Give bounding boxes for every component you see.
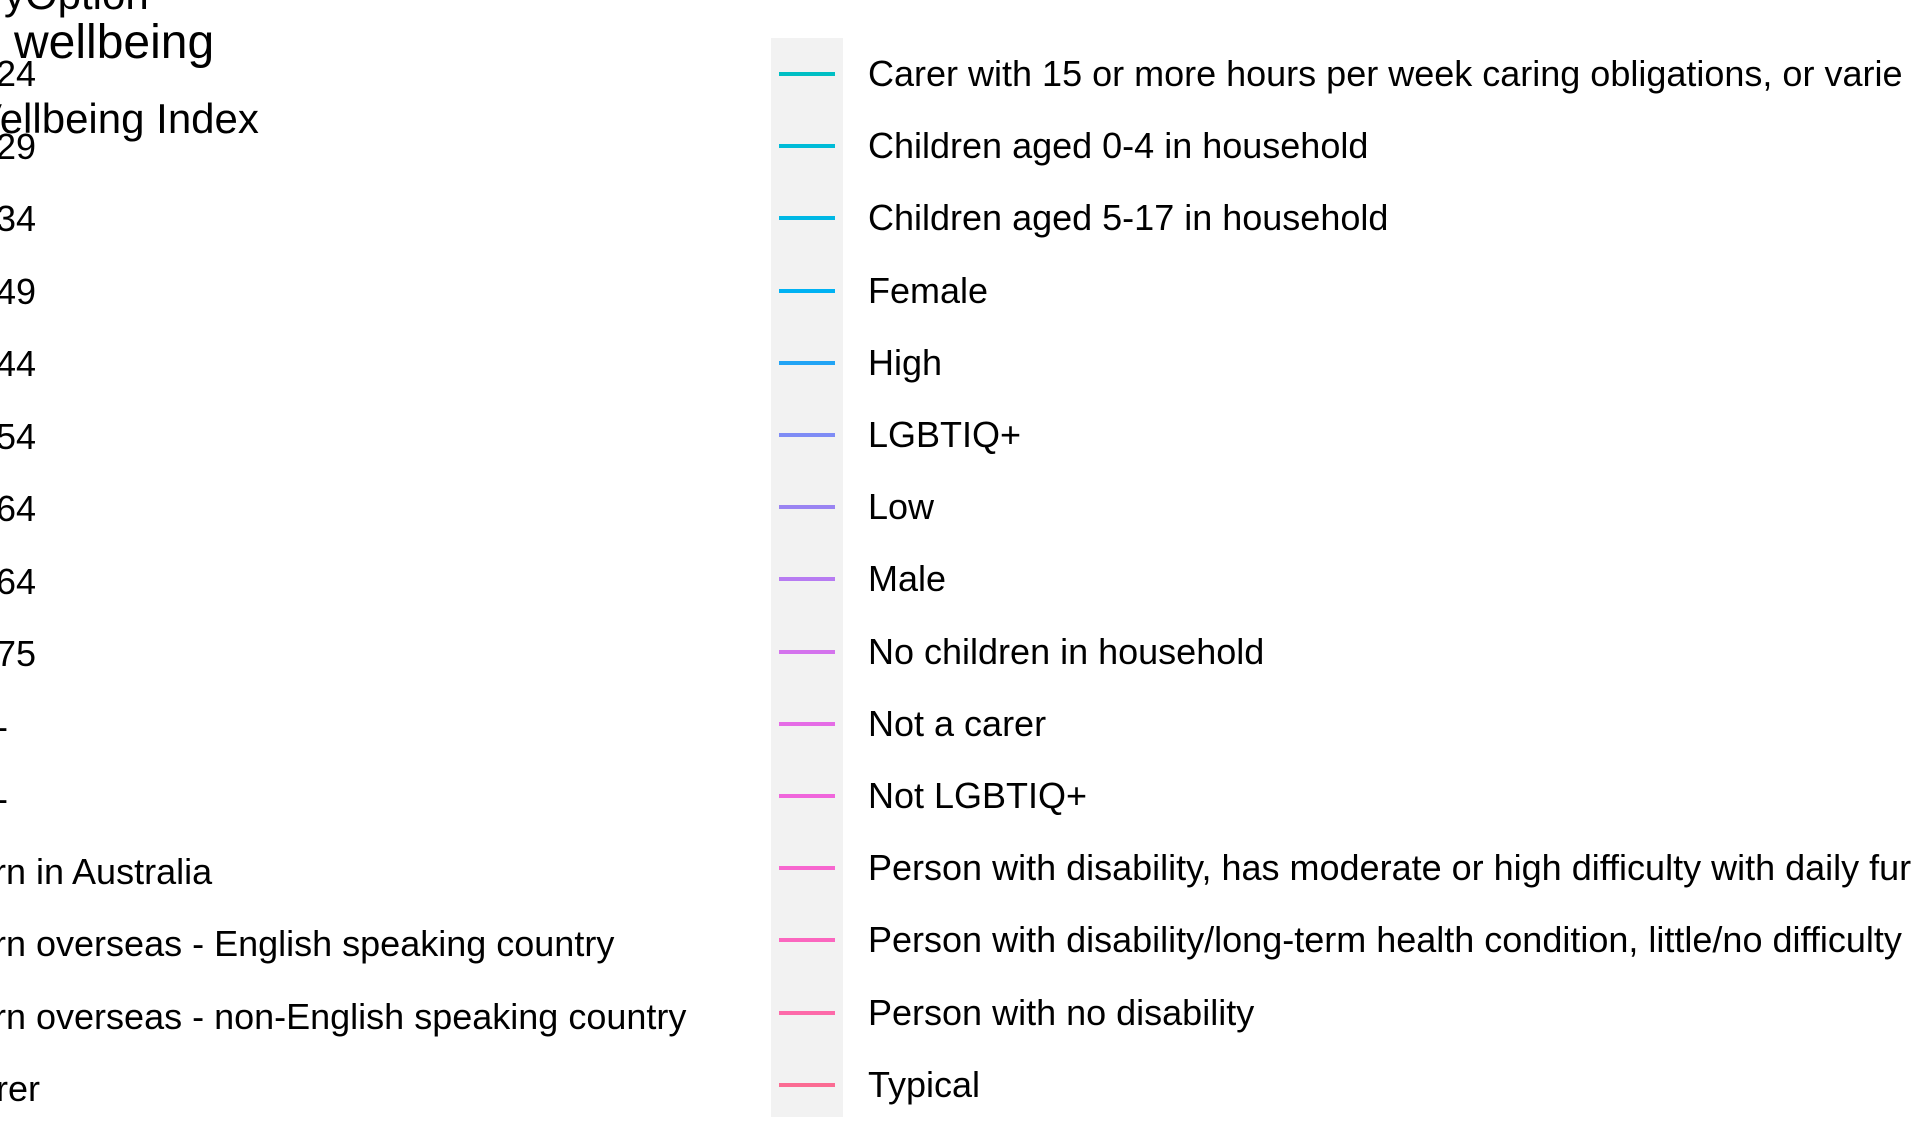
left-legend-label: - <box>0 691 760 763</box>
left-legend-label: - <box>0 763 760 835</box>
legend-item: Typical <box>771 1049 1918 1121</box>
legend-key-line <box>779 938 835 943</box>
left-legend-label: rn overseas - English speaking country <box>0 908 760 980</box>
legend-label: Not a carer <box>868 702 1047 744</box>
left-legend-label-text: 64 <box>0 488 37 529</box>
legend-label: Carer with 15 or more hours per week car… <box>868 53 1903 94</box>
legend-item: Male <box>771 543 1918 615</box>
left-legend-label-text: rn in Australia <box>0 850 213 892</box>
left-legend-label-text: 44 <box>0 343 37 384</box>
legend-label: Children aged 5-17 in household <box>868 197 1389 239</box>
left-legend-label-text: - <box>0 763 8 835</box>
legend-key-line <box>779 433 835 437</box>
legend-item: Carer with 15 or more hours per week car… <box>771 38 1918 110</box>
chart-title: wellbeing <box>14 16 215 69</box>
left-legend-label-text: 29 <box>0 125 37 167</box>
legend-label: Female <box>868 269 989 311</box>
legend-label: Person with no disability <box>868 991 1255 1033</box>
legend-label: Person with disability, has moderate or … <box>868 847 1912 889</box>
legend-label: Children aged 0-4 in household <box>868 125 1369 167</box>
legend-key-line <box>779 721 835 726</box>
legend-item: Person with disability/long-term health … <box>771 904 1918 976</box>
left-legend-label-text: 54 <box>0 415 37 457</box>
left-legend-label: rn in Australia <box>0 836 760 908</box>
legend-key-line <box>779 144 835 149</box>
legend-label: Low <box>868 486 935 528</box>
legend-key-line <box>779 1010 835 1015</box>
legend-item: LGBTIQ+ <box>771 399 1918 471</box>
chart-subtitle: Vellbeing Index <box>0 95 259 142</box>
left-legend-label-text: 49 <box>0 270 37 312</box>
left-legend-column: 24 29 34 49 44 54 64 64 75 -- rn in Australia rn ov… <box>0 0 760 1131</box>
legend-key-line <box>779 72 835 76</box>
legend-item: Children aged 0-4 in household <box>771 110 1918 182</box>
legend-label: No children in household <box>868 630 1265 672</box>
left-legend-label-text: rn overseas - English speaking country <box>0 923 615 964</box>
legend-label: Typical <box>868 1063 981 1105</box>
left-legend-label-text: 64 <box>0 560 37 602</box>
legend-title-clipped: ryOption <box>0 0 149 20</box>
legend-item: No children in household <box>771 616 1918 688</box>
left-legend-label: 54 <box>0 401 760 473</box>
left-legend-label: 29 <box>0 111 760 183</box>
legend-item: High <box>771 327 1918 399</box>
legend-label: Person with disability/long-term health … <box>868 919 1902 961</box>
left-legend-label: 64 <box>0 473 760 545</box>
legend-label: Not LGBTIQ+ <box>868 775 1088 816</box>
left-legend-label-text: rer <box>0 1068 40 1109</box>
legend-item: Person with disability, has moderate or … <box>771 832 1918 904</box>
legend-key-line <box>779 216 835 221</box>
legend-item: Not a carer <box>771 688 1918 760</box>
left-legend-label-text: 75 <box>0 633 37 674</box>
left-legend-label-text: 24 <box>0 53 37 94</box>
legend-key-line <box>779 649 835 654</box>
legend-item: Not LGBTIQ+ <box>771 760 1918 832</box>
legend-key-line <box>779 505 835 510</box>
legend-key-line <box>779 288 835 293</box>
legend-key-line <box>779 794 835 798</box>
legend-key-line <box>779 360 835 365</box>
left-legend-label-text: 34 <box>0 198 37 239</box>
left-legend-label: 44 <box>0 328 760 400</box>
legend-key-line <box>779 577 835 582</box>
legend-item: Low <box>771 471 1918 543</box>
left-legend-label: 49 <box>0 256 760 328</box>
legend: Carer with 15 or more hours per week car… <box>771 38 1918 1117</box>
legend-key-line <box>779 1082 835 1087</box>
left-legend-label: 24 <box>0 38 760 110</box>
legend-item: Children aged 5-17 in household <box>771 182 1918 254</box>
left-legend-label: rer <box>0 1053 760 1125</box>
legend-label: Male <box>868 558 947 600</box>
left-legend-label: 75 <box>0 618 760 690</box>
legend-label: LGBTIQ+ <box>868 414 1022 455</box>
left-legend-label: 34 <box>0 183 760 255</box>
left-legend-label: rn overseas - non-English speaking count… <box>0 981 760 1053</box>
left-legend-label-text: rn overseas - non-English speaking count… <box>0 995 687 1037</box>
left-legend-label-text: - <box>0 691 8 763</box>
legend-key-line <box>779 866 835 871</box>
left-legend-label: 64 <box>0 546 760 618</box>
legend-item: Female <box>771 255 1918 327</box>
legend-label: High <box>868 341 943 383</box>
legend-item: Person with no disability <box>771 977 1918 1049</box>
